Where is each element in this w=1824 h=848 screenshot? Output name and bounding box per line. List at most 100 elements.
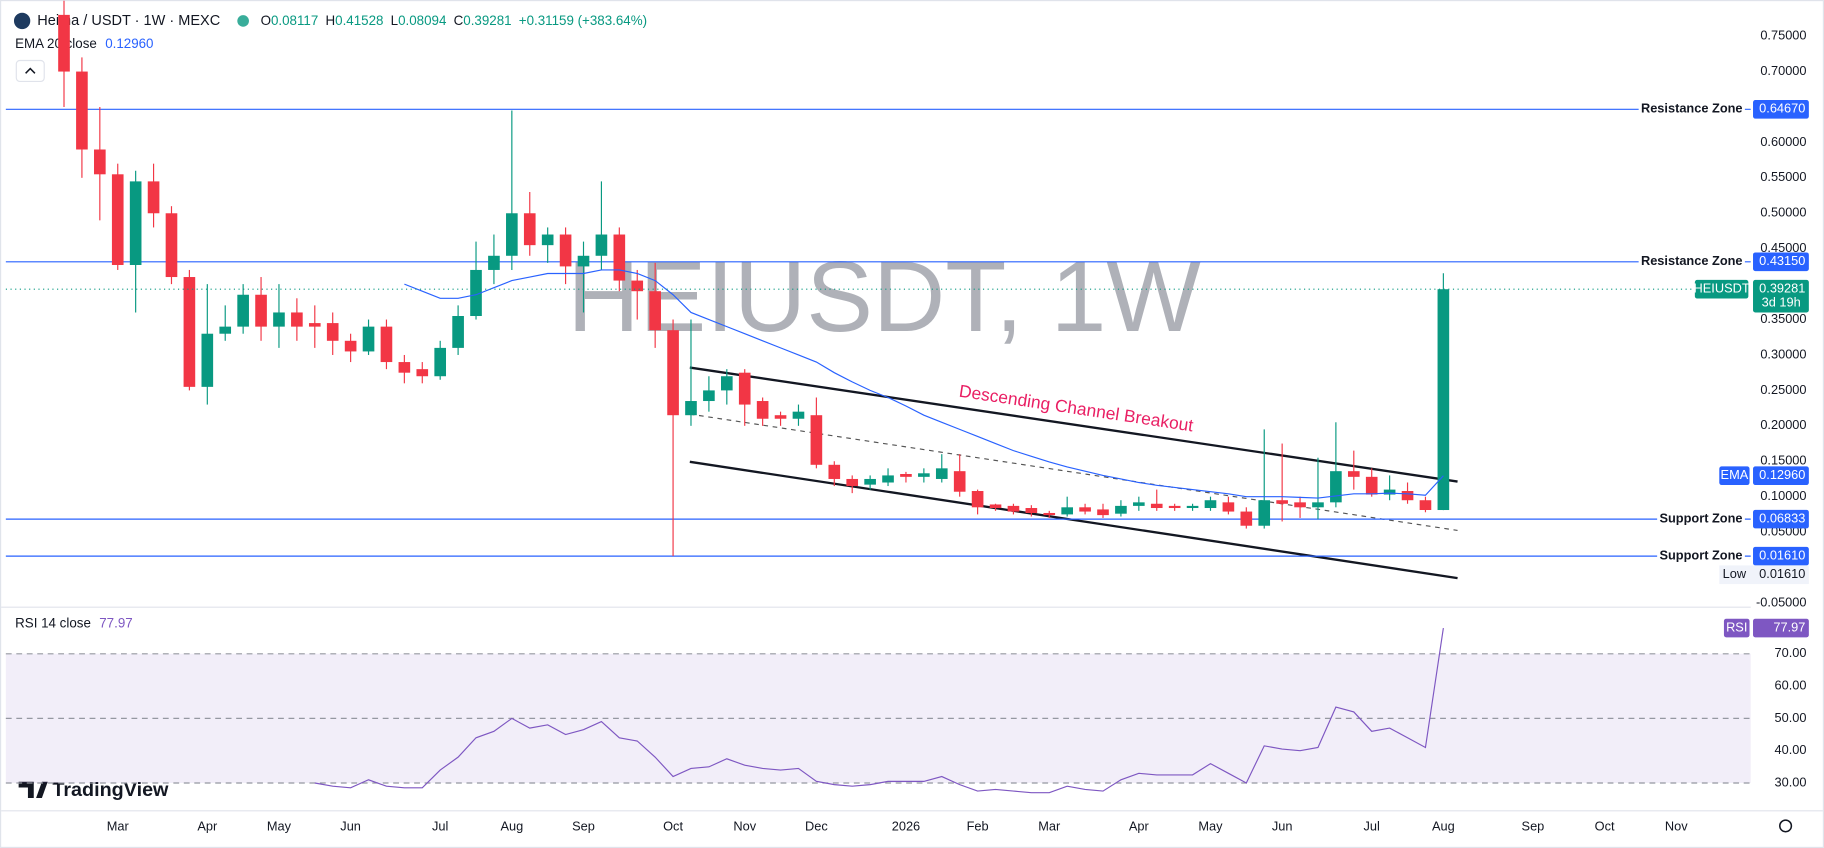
x-tick-label: Mar [1038, 818, 1061, 833]
level-name: Support Zone [1659, 510, 1742, 525]
rsi-tag [1723, 618, 1750, 638]
label-bg [1657, 546, 1745, 564]
x-tick-label: Nov [1665, 818, 1688, 833]
candle-body [685, 401, 697, 416]
candle-body [58, 14, 70, 72]
candle-body [1061, 507, 1073, 515]
level-name: Resistance Zone [1641, 253, 1743, 268]
level-tag [1753, 100, 1809, 119]
rsi-tag-value: 77.97 [1773, 619, 1805, 634]
candle-body [147, 181, 160, 214]
channel-lower [689, 460, 1458, 580]
level-value: 0.64670 [1759, 101, 1805, 116]
candle-body [94, 149, 106, 175]
candle-body [291, 312, 303, 327]
level-tag [1753, 546, 1809, 566]
x-tick-label: Jul [1364, 818, 1380, 833]
x-tick-label: Oct [1595, 818, 1615, 833]
y-tick-label: 0.55000 [1760, 169, 1806, 184]
candle-body [1186, 505, 1199, 509]
candle-body [738, 372, 751, 405]
candle-body [1347, 471, 1360, 477]
settings-icon[interactable] [1779, 819, 1793, 833]
rsi-tick-label: 60.00 [1775, 677, 1807, 692]
low-name: Low [1723, 566, 1747, 581]
rsi-name: RSI 14 close [15, 615, 91, 630]
candle-body [362, 326, 375, 352]
ohlc-value: 0.08094 [398, 12, 447, 27]
candle-body [326, 323, 339, 341]
candle-body [667, 330, 679, 416]
candle-body [201, 333, 214, 387]
candle-body [129, 181, 142, 265]
y-tick-label: 0.15000 [1760, 453, 1806, 468]
rsi-value: 77.97 [99, 615, 132, 630]
low-value: 0.01610 [1759, 566, 1805, 581]
candle-body [1419, 500, 1432, 510]
candle-body [506, 213, 518, 256]
x-tick-label: May [1198, 818, 1223, 833]
rsi-tick-label: 30.00 [1775, 774, 1807, 789]
candle-body [953, 471, 966, 492]
candle-body [631, 280, 644, 292]
candle-body [1025, 508, 1038, 513]
candle-body [774, 415, 787, 419]
y-tick-label: 0.70000 [1760, 63, 1806, 78]
ema-tag-value: 0.12960 [1759, 467, 1805, 482]
low-tag [1719, 565, 1809, 585]
symbol-tag-text: HEIUSDT [1694, 281, 1750, 296]
brand-logo [18, 781, 48, 798]
collapse-button[interactable] [15, 59, 45, 83]
candle-body [273, 312, 285, 327]
candle-body [559, 234, 572, 267]
candle-body [1150, 503, 1163, 509]
candle-body [1168, 505, 1181, 509]
change: +0.31159 (+383.64%) [519, 12, 647, 27]
candle-body [882, 475, 894, 483]
symbol-tag [1694, 279, 1749, 299]
price-tag-countdown: 3d 19h [1762, 295, 1801, 310]
ohlc-field: O [261, 12, 271, 27]
y-tick-label: 0.25000 [1760, 382, 1806, 397]
x-tick-label: Oct [663, 818, 683, 833]
ohlc-value: 0.39281 [463, 12, 511, 27]
label-bg [1638, 99, 1745, 117]
candle-body [1115, 505, 1127, 514]
candle-body [900, 474, 912, 477]
x-tick-label: Jun [1272, 818, 1293, 833]
candle-body [1365, 476, 1378, 495]
symbol-logo [13, 12, 31, 30]
descending-channel [689, 366, 1458, 580]
ema-legend: EMA 20 close 0.12960 [15, 36, 153, 51]
level-value: 0.06833 [1759, 510, 1805, 525]
y-tick-label: 0.60000 [1760, 134, 1806, 149]
watermark: HEIUSDT, 1W [567, 241, 1201, 353]
candle-body [344, 340, 357, 352]
ohlc-legend: O0.08117 H0.41528 L0.08094 C0.39281 +0.3… [261, 12, 647, 27]
x-tick-label: Jun [340, 818, 361, 833]
candle-body [613, 234, 626, 281]
y-tick-label: 0.45000 [1760, 240, 1806, 255]
x-tick-label: Aug [1432, 818, 1455, 833]
price-tag-value: 0.39281 [1759, 281, 1805, 296]
candle-body [1079, 507, 1091, 512]
candle-body [380, 326, 393, 363]
level-name: Support Zone [1659, 547, 1742, 562]
candle-body [398, 362, 411, 373]
candle-body [523, 213, 536, 246]
y-tick-label: 0.50000 [1760, 205, 1806, 220]
rsi-tick-label: 70.00 [1775, 645, 1807, 660]
rsi-legend: RSI 14 close 77.97 [15, 615, 133, 630]
x-tick-label: May [267, 818, 292, 833]
ema-value: 0.12960 [105, 36, 153, 51]
candle-body [1007, 505, 1020, 512]
candle-body [720, 376, 733, 391]
y-tick-label: -0.05000 [1756, 594, 1806, 609]
candle-body [470, 269, 482, 317]
candle-body [649, 291, 661, 331]
x-tick-label: Mar [107, 818, 130, 833]
candle-body [577, 255, 590, 267]
candle-body [488, 255, 500, 270]
